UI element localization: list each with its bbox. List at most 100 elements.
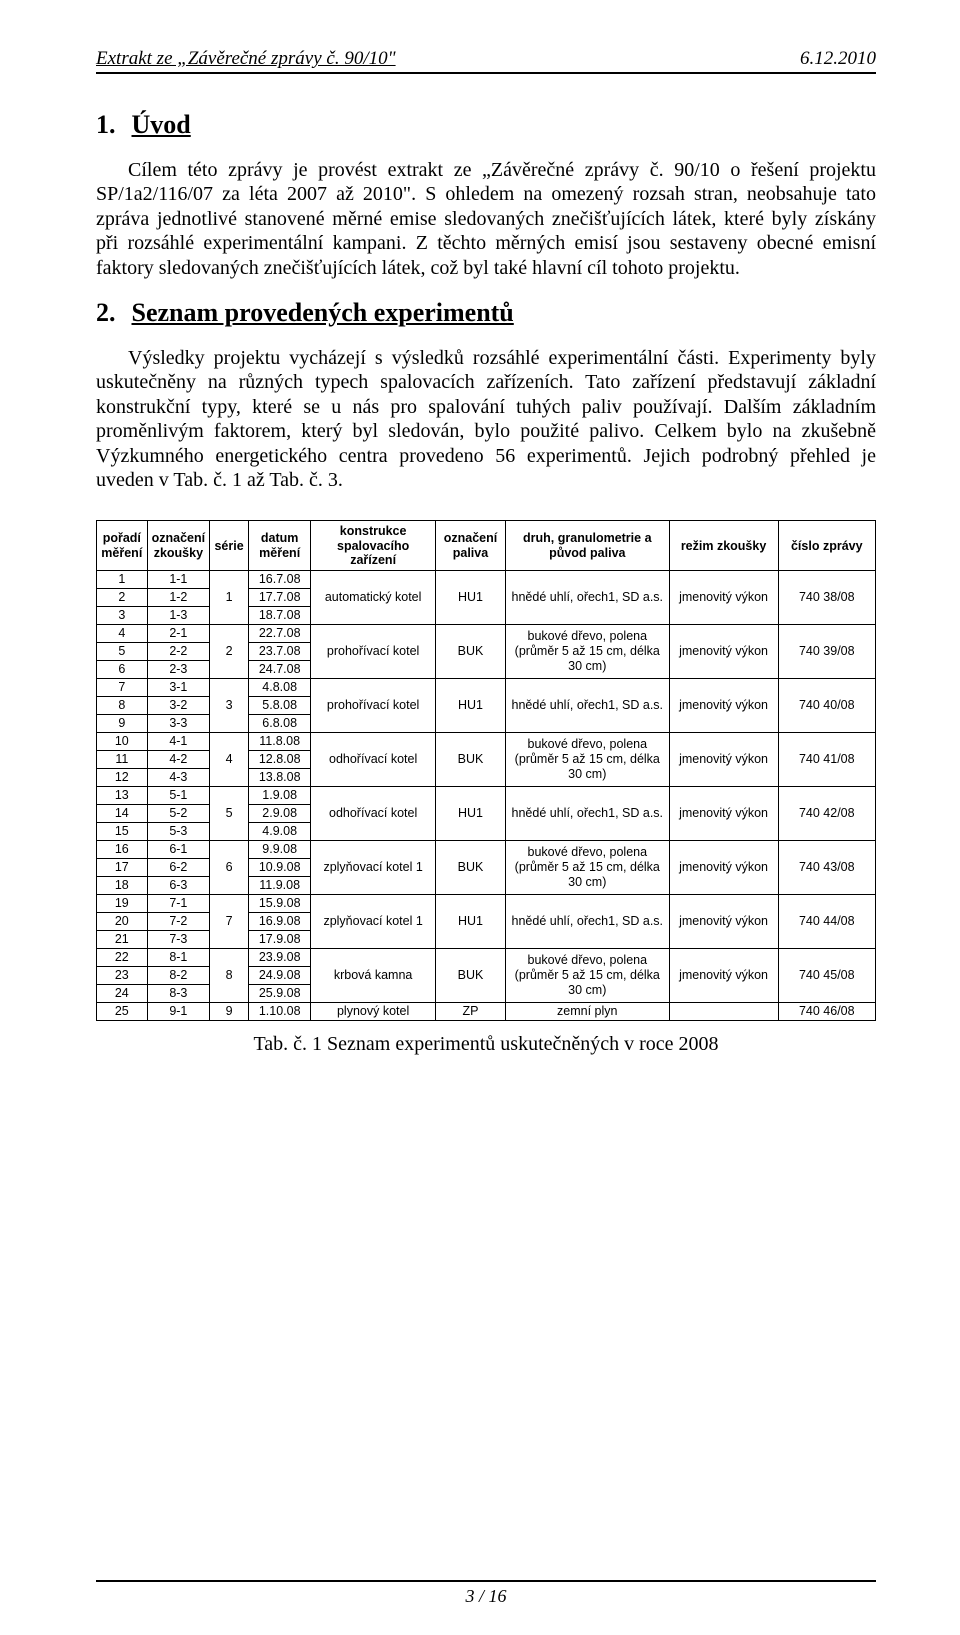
table-cell: BUK bbox=[435, 625, 505, 679]
table-cell: 6-1 bbox=[147, 841, 210, 859]
section-1-para-1: Cílem této zprávy je provést extrakt ze … bbox=[96, 158, 876, 280]
table-cell: 5-1 bbox=[147, 787, 210, 805]
table-cell: 1 bbox=[210, 571, 249, 625]
table-cell: 5-3 bbox=[147, 823, 210, 841]
table-cell: 20 bbox=[97, 913, 148, 931]
table-cell: 6-2 bbox=[147, 859, 210, 877]
page-footer: 3 / 16 bbox=[96, 1580, 876, 1607]
table-cell: hnědé uhlí, ořech1, SD a.s. bbox=[506, 895, 670, 949]
table-cell: 17.7.08 bbox=[249, 589, 311, 607]
table-cell: 4-2 bbox=[147, 751, 210, 769]
table-cell: 2.9.08 bbox=[249, 805, 311, 823]
table-cell: 24.7.08 bbox=[249, 661, 311, 679]
table-cell: 11 bbox=[97, 751, 148, 769]
page: Extrakt ze „Závěrečné zprávy č. 90/10" 6… bbox=[0, 0, 960, 1635]
table-cell: hnědé uhlí, ořech1, SD a.s. bbox=[506, 787, 670, 841]
table-cell: 25.9.08 bbox=[249, 985, 311, 1003]
col-zarizeni: konstrukce spalovacího zařízení bbox=[311, 521, 436, 571]
table-cell: 9.9.08 bbox=[249, 841, 311, 859]
table-row: 166-169.9.08zplyňovací kotel 1BUKbukové … bbox=[97, 841, 876, 859]
table-cell: 23.7.08 bbox=[249, 643, 311, 661]
table-cell: 18 bbox=[97, 877, 148, 895]
col-datum: datum měření bbox=[249, 521, 311, 571]
col-zprava: číslo zprávy bbox=[778, 521, 875, 571]
table-cell: 2 bbox=[97, 589, 148, 607]
table-cell: BUK bbox=[435, 841, 505, 895]
table-cell: 25 bbox=[97, 1003, 148, 1021]
table-cell: jmenovitý výkon bbox=[669, 895, 778, 949]
table-cell: 16 bbox=[97, 841, 148, 859]
table-cell: 7-2 bbox=[147, 913, 210, 931]
table-row: 104-1411.8.08odhořívací kotelBUKbukové d… bbox=[97, 733, 876, 751]
table-cell: 740 41/08 bbox=[778, 733, 875, 787]
table-cell: prohořívací kotel bbox=[311, 625, 436, 679]
table-cell: 24.9.08 bbox=[249, 967, 311, 985]
table-cell: jmenovitý výkon bbox=[669, 841, 778, 895]
table-cell: 5 bbox=[210, 787, 249, 841]
table-cell: 14 bbox=[97, 805, 148, 823]
table-cell: 22.7.08 bbox=[249, 625, 311, 643]
footer-rule bbox=[96, 1580, 876, 1582]
table-cell: plynový kotel bbox=[311, 1003, 436, 1021]
table-cell: HU1 bbox=[435, 895, 505, 949]
header-date: 6.12.2010 bbox=[800, 48, 876, 70]
col-rezim: režim zkoušky bbox=[669, 521, 778, 571]
table-row: 135-151.9.08odhořívací kotelHU1hnědé uhl… bbox=[97, 787, 876, 805]
table-cell: jmenovitý výkon bbox=[669, 679, 778, 733]
table-cell: 6-3 bbox=[147, 877, 210, 895]
section-1-title: Úvod bbox=[132, 110, 191, 139]
table-cell: 7-3 bbox=[147, 931, 210, 949]
table-cell: 3-1 bbox=[147, 679, 210, 697]
table-cell: 740 39/08 bbox=[778, 625, 875, 679]
col-poradi: pořadí měření bbox=[97, 521, 148, 571]
col-serie: série bbox=[210, 521, 249, 571]
table-cell: hnědé uhlí, ořech1, SD a.s. bbox=[506, 679, 670, 733]
table-cell: bukové dřevo, polena (průměr 5 až 15 cm,… bbox=[506, 733, 670, 787]
table-cell: HU1 bbox=[435, 571, 505, 625]
table-cell: 7 bbox=[97, 679, 148, 697]
table-cell: 9 bbox=[210, 1003, 249, 1021]
table-cell: 12.8.08 bbox=[249, 751, 311, 769]
table-cell: 4-1 bbox=[147, 733, 210, 751]
table-cell: 8 bbox=[210, 949, 249, 1003]
table-cell: 17.9.08 bbox=[249, 931, 311, 949]
section-2-heading: 2.Seznam provedených experimentů bbox=[96, 298, 876, 328]
table-cell: 740 40/08 bbox=[778, 679, 875, 733]
table-cell: 18.7.08 bbox=[249, 607, 311, 625]
table-cell: 740 44/08 bbox=[778, 895, 875, 949]
table-cell: bukové dřevo, polena (průměr 5 až 15 cm,… bbox=[506, 625, 670, 679]
table-cell: 4 bbox=[97, 625, 148, 643]
table-cell: hnědé uhlí, ořech1, SD a.s. bbox=[506, 571, 670, 625]
table-cell: 3 bbox=[97, 607, 148, 625]
table-cell: 1-3 bbox=[147, 607, 210, 625]
table-row: 11-1116.7.08automatický kotelHU1hnědé uh… bbox=[97, 571, 876, 589]
table-cell: krbová kamna bbox=[311, 949, 436, 1003]
table-cell: 2-1 bbox=[147, 625, 210, 643]
table-row: 259-191.10.08plynový kotelZPzemní plyn74… bbox=[97, 1003, 876, 1021]
table-head: pořadí měření označení zkoušky série dat… bbox=[97, 521, 876, 571]
col-palivo: druh, granulometrie a původ paliva bbox=[506, 521, 670, 571]
table-cell: 2-2 bbox=[147, 643, 210, 661]
table-row: 42-1222.7.08prohořívací kotelBUKbukové d… bbox=[97, 625, 876, 643]
table-cell: prohořívací kotel bbox=[311, 679, 436, 733]
table-cell: 23.9.08 bbox=[249, 949, 311, 967]
table-cell: 8-2 bbox=[147, 967, 210, 985]
table-row: 228-1823.9.08krbová kamnaBUKbukové dřevo… bbox=[97, 949, 876, 967]
table-cell: jmenovitý výkon bbox=[669, 625, 778, 679]
table-cell: automatický kotel bbox=[311, 571, 436, 625]
table-cell: 15 bbox=[97, 823, 148, 841]
table-cell: 19 bbox=[97, 895, 148, 913]
table-cell: 12 bbox=[97, 769, 148, 787]
table-header-row: pořadí měření označení zkoušky série dat… bbox=[97, 521, 876, 571]
table-cell: 5 bbox=[97, 643, 148, 661]
table-cell: 21 bbox=[97, 931, 148, 949]
experiments-table: pořadí měření označení zkoušky série dat… bbox=[96, 520, 876, 1021]
table-cell: jmenovitý výkon bbox=[669, 787, 778, 841]
table-cell: 24 bbox=[97, 985, 148, 1003]
table-cell: 22 bbox=[97, 949, 148, 967]
table-cell: 4 bbox=[210, 733, 249, 787]
table-cell: 740 45/08 bbox=[778, 949, 875, 1003]
table-cell: 3-2 bbox=[147, 697, 210, 715]
page-number: 3 / 16 bbox=[465, 1586, 506, 1606]
table-cell: 740 38/08 bbox=[778, 571, 875, 625]
